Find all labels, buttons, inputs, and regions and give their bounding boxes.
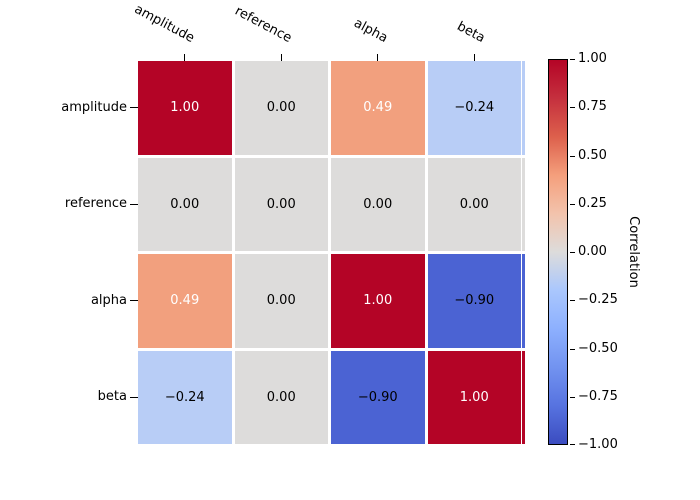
heatmap-cell: 0.00 <box>234 61 328 155</box>
x-tick-mark <box>377 54 378 61</box>
colorbar-tick-label: −0.75 <box>578 389 618 404</box>
colorbar-tick-label: −0.25 <box>578 292 618 307</box>
colorbar-tick-label: −1.00 <box>578 437 618 452</box>
x-tick-mark <box>184 54 185 61</box>
y-tick-mark <box>130 204 138 205</box>
colorbar-tick-label: 0.50 <box>578 148 607 163</box>
heatmap-edge-strip <box>522 61 525 155</box>
heatmap-cell: 0.00 <box>427 157 521 251</box>
y-tick-label-alpha: alpha <box>90 293 127 308</box>
heatmap-cell: 0.00 <box>234 157 328 251</box>
heatmap-cell: 0.00 <box>331 157 425 251</box>
heatmap-cell: −0.90 <box>427 254 521 348</box>
heatmap-edge-strip <box>522 157 525 251</box>
heatmap-cell: 0.49 <box>138 254 232 348</box>
colorbar-tick-label: 0.25 <box>578 196 607 211</box>
heatmap-cell: 1.00 <box>331 254 425 348</box>
heatmap-cell: −0.24 <box>138 350 232 444</box>
colorbar-tick-mark <box>570 300 575 301</box>
y-tick-mark <box>130 397 138 398</box>
heatmap-cell: −0.90 <box>331 350 425 444</box>
heatmap-grid: 1.00 0.00 0.49 −0.24 0.00 0.00 0.00 0.00… <box>138 61 521 444</box>
colorbar-tick-mark <box>570 59 575 60</box>
x-tick-label-reference: reference <box>232 3 295 47</box>
heatmap-cell: 1.00 <box>138 61 232 155</box>
colorbar-tick-label: 1.00 <box>578 51 607 66</box>
colorbar-tick-label: −0.50 <box>578 341 618 356</box>
heatmap-edge-strip <box>522 254 525 348</box>
x-tick-mark <box>474 54 475 61</box>
colorbar-tick-mark <box>570 349 575 350</box>
colorbar <box>548 59 568 445</box>
heatmap-cell: 0.49 <box>331 61 425 155</box>
y-tick-label-amplitude: amplitude <box>61 100 127 115</box>
x-tick-label-beta: beta <box>454 18 488 46</box>
y-tick-mark <box>130 107 138 108</box>
heatmap-cell: 1.00 <box>427 350 521 444</box>
colorbar-tick-label: 0.00 <box>578 244 607 259</box>
colorbar-tick-mark <box>570 252 575 253</box>
x-tick-label-amplitude: amplitude <box>131 1 198 46</box>
heatmap-cell: 0.00 <box>138 157 232 251</box>
heatmap-cell: 0.00 <box>234 350 328 444</box>
colorbar-tick-label: 0.75 <box>578 99 607 114</box>
y-tick-mark <box>130 300 138 301</box>
y-tick-label-beta: beta <box>97 389 127 404</box>
colorbar-tick-mark <box>570 156 575 157</box>
heatmap-cell: −0.24 <box>427 61 521 155</box>
x-tick-label-alpha: alpha <box>351 15 391 46</box>
colorbar-tick-mark <box>570 204 575 205</box>
colorbar-tick-mark <box>570 107 575 108</box>
y-tick-label-reference: reference <box>64 196 127 211</box>
colorbar-tick-mark <box>570 444 575 445</box>
heatmap-edge-strip <box>522 350 525 444</box>
colorbar-axis-label: Correlation <box>626 216 641 288</box>
heatmap-cell: 0.00 <box>234 254 328 348</box>
x-tick-mark <box>281 54 282 61</box>
colorbar-tick-mark <box>570 397 575 398</box>
